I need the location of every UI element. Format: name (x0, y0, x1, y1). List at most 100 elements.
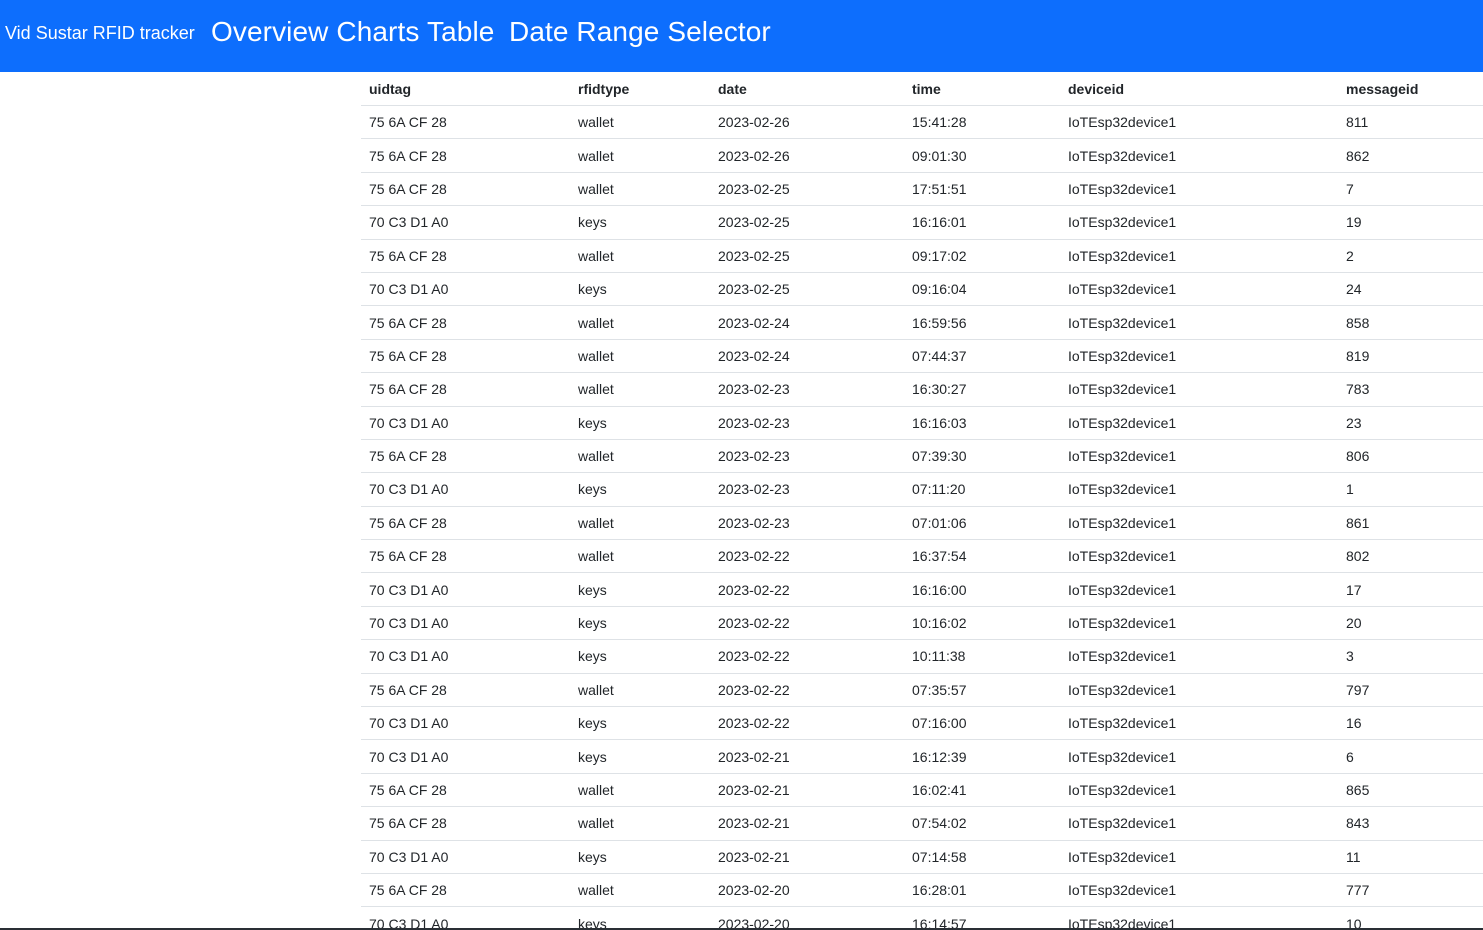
brand-link[interactable]: Vid Sustar RFID tracker (5, 23, 195, 43)
cell-messageid: 783 (1338, 372, 1483, 407)
cell-messageid: 858 (1338, 305, 1483, 340)
bottom-divider (0, 928, 1483, 930)
cell-rfidtype: keys (570, 406, 710, 440)
cell-time: 16:30:27 (904, 372, 1060, 407)
cell-date: 2023-02-22 (710, 673, 904, 708)
cell-messageid: 17 (1338, 572, 1483, 607)
cell-messageid: 10 (1338, 906, 1483, 930)
nav-link-date-range-selector[interactable]: Date Range Selector (509, 16, 771, 47)
cell-uidtag: 70 C3 D1 A0 (361, 572, 570, 607)
table-row: 70 C3 D1 A0 keys 2023-02-22 16:16:00 IoTEsp3… (361, 572, 1483, 607)
nav-link-overview-charts[interactable]: Overview Charts (211, 16, 420, 47)
table-row: 70 C3 D1 A0 keys 2023-02-22 10:16:02 IoTEsp3… (361, 606, 1483, 641)
cell-rfidtype: wallet (570, 773, 710, 808)
cell-uidtag: 75 6A CF 28 (361, 172, 570, 207)
cell-time: 16:37:54 (904, 539, 1060, 574)
cell-time: 16:28:01 (904, 873, 1060, 908)
cell-time: 15:41:28 (904, 105, 1060, 140)
table-row: 70 C3 D1 A0 keys 2023-02-23 07:11:20 IoTEsp3… (361, 472, 1483, 507)
column-header-date: date (710, 72, 904, 106)
cell-rfidtype: keys (570, 639, 710, 674)
cell-messageid: 862 (1338, 138, 1483, 173)
cell-time: 09:17:02 (904, 239, 1060, 273)
cell-rfidtype: keys (570, 906, 710, 930)
cell-uidtag: 75 6A CF 28 (361, 105, 570, 140)
cell-uidtag: 75 6A CF 28 (361, 673, 570, 708)
cell-time: 16:02:41 (904, 773, 1060, 808)
cell-date: 2023-02-21 (710, 806, 904, 841)
cell-deviceid: IoTEsp32device1 (1060, 239, 1338, 273)
cell-deviceid: IoTEsp32device1 (1060, 205, 1338, 240)
table-row: 75 6A CF 28 wallet 2023-02-21 16:02:41 IoTEs… (361, 773, 1483, 808)
cell-messageid: 11 (1338, 840, 1483, 874)
cell-date: 2023-02-23 (710, 506, 904, 541)
cell-time: 16:16:00 (904, 572, 1060, 607)
cell-deviceid: IoTEsp32device1 (1060, 138, 1338, 173)
cell-uidtag: 70 C3 D1 A0 (361, 472, 570, 507)
cell-deviceid: IoTEsp32device1 (1060, 406, 1338, 440)
cell-time: 07:16:00 (904, 706, 1060, 741)
cell-deviceid: IoTEsp32device1 (1060, 539, 1338, 574)
cell-deviceid: IoTEsp32device1 (1060, 506, 1338, 541)
cell-uidtag: 75 6A CF 28 (361, 873, 570, 908)
cell-messageid: 1 (1338, 472, 1483, 507)
cell-deviceid: IoTEsp32device1 (1060, 105, 1338, 140)
cell-deviceid: IoTEsp32device1 (1060, 806, 1338, 841)
table-row: 75 6A CF 28 wallet 2023-02-21 07:54:02 IoTEs… (361, 806, 1483, 841)
cell-date: 2023-02-24 (710, 305, 904, 340)
cell-messageid: 819 (1338, 339, 1483, 374)
table-row: 70 C3 D1 A0 keys 2023-02-21 16:12:39 IoTEsp3… (361, 739, 1483, 774)
table-row: 75 6A CF 28 wallet 2023-02-25 09:17:02 IoTEs… (361, 239, 1483, 273)
cell-rfidtype: keys (570, 706, 710, 741)
cell-rfidtype: keys (570, 739, 710, 774)
cell-date: 2023-02-26 (710, 138, 904, 173)
cell-rfidtype: wallet (570, 305, 710, 340)
cell-uidtag: 70 C3 D1 A0 (361, 406, 570, 440)
column-header-deviceid: deviceid (1060, 72, 1338, 106)
cell-messageid: 24 (1338, 272, 1483, 307)
cell-time: 07:35:57 (904, 673, 1060, 708)
cell-uidtag: 70 C3 D1 A0 (361, 606, 570, 641)
cell-messageid: 861 (1338, 506, 1483, 541)
cell-deviceid: IoTEsp32device1 (1060, 639, 1338, 674)
cell-date: 2023-02-22 (710, 606, 904, 641)
nav-link-table[interactable]: Table (427, 16, 495, 47)
cell-messageid: 802 (1338, 539, 1483, 574)
cell-deviceid: IoTEsp32device1 (1060, 572, 1338, 607)
cell-messageid: 806 (1338, 439, 1483, 474)
cell-date: 2023-02-26 (710, 105, 904, 140)
cell-date: 2023-02-25 (710, 272, 904, 307)
cell-deviceid: IoTEsp32device1 (1060, 439, 1338, 474)
cell-uidtag: 75 6A CF 28 (361, 239, 570, 273)
top-navbar: Vid Sustar RFID tracker Overview Charts … (0, 0, 1483, 72)
cell-deviceid: IoTEsp32device1 (1060, 606, 1338, 641)
cell-time: 16:59:56 (904, 305, 1060, 340)
cell-uidtag: 70 C3 D1 A0 (361, 906, 570, 930)
cell-date: 2023-02-22 (710, 639, 904, 674)
cell-date: 2023-02-21 (710, 773, 904, 808)
cell-uidtag: 75 6A CF 28 (361, 506, 570, 541)
cell-uidtag: 70 C3 D1 A0 (361, 706, 570, 741)
table-row: 75 6A CF 28 wallet 2023-02-23 07:01:06 IoTEs… (361, 506, 1483, 541)
cell-time: 07:39:30 (904, 439, 1060, 474)
cell-uidtag: 75 6A CF 28 (361, 305, 570, 340)
cell-time: 07:44:37 (904, 339, 1060, 374)
table-header-row: uidtag rfidtype date time deviceid messageid (361, 72, 1483, 106)
cell-messageid: 865 (1338, 773, 1483, 808)
cell-rfidtype: wallet (570, 873, 710, 908)
cell-date: 2023-02-24 (710, 339, 904, 374)
table-row: 75 6A CF 28 wallet 2023-02-25 17:51:51 IoTEs… (361, 172, 1483, 207)
cell-messageid: 811 (1338, 105, 1483, 140)
cell-rfidtype: keys (570, 272, 710, 307)
table-row: 75 6A CF 28 wallet 2023-02-24 16:59:56 IoTEs… (361, 305, 1483, 340)
cell-date: 2023-02-22 (710, 572, 904, 607)
cell-uidtag: 75 6A CF 28 (361, 439, 570, 474)
cell-deviceid: IoTEsp32device1 (1060, 172, 1338, 207)
cell-deviceid: IoTEsp32device1 (1060, 372, 1338, 407)
cell-time: 09:16:04 (904, 272, 1060, 307)
table-row: 75 6A CF 28 wallet 2023-02-24 07:44:37 IoTEs… (361, 339, 1483, 374)
cell-uidtag: 75 6A CF 28 (361, 539, 570, 574)
cell-time: 16:12:39 (904, 739, 1060, 774)
cell-date: 2023-02-23 (710, 372, 904, 407)
cell-messageid: 777 (1338, 873, 1483, 908)
